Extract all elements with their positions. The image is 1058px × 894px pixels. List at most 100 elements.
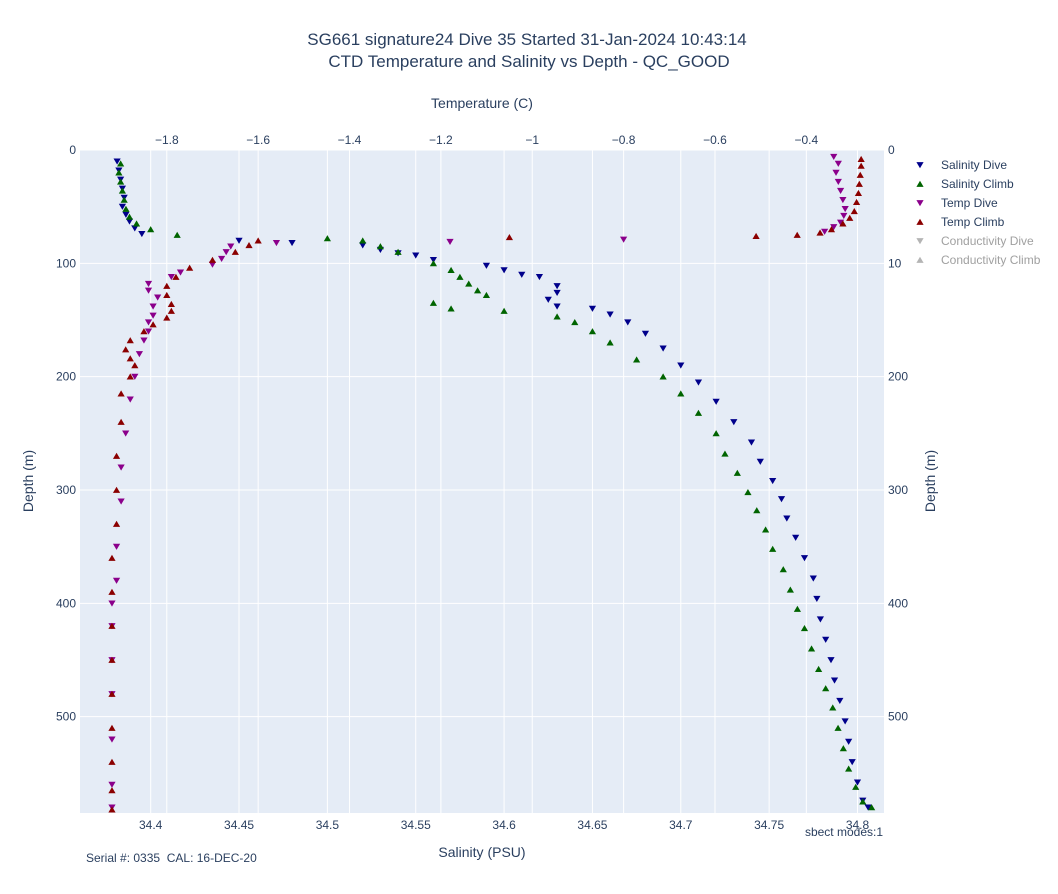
legend-marker[interactable] (916, 200, 924, 207)
data-point (117, 464, 125, 471)
data-point (500, 267, 508, 274)
data-point (117, 418, 125, 425)
data-point (147, 226, 155, 233)
data-point (830, 677, 839, 684)
legend-item-label[interactable]: Salinity Climb (941, 177, 1014, 191)
data-point (816, 229, 824, 236)
data-point (446, 238, 454, 246)
data-point (747, 439, 756, 446)
data-point (840, 212, 848, 219)
data-point (793, 605, 802, 612)
legend-marker[interactable] (916, 180, 924, 187)
data-point (800, 555, 809, 562)
data-point (827, 226, 836, 233)
data-point (834, 178, 842, 185)
data-point (172, 273, 180, 280)
data-point (154, 294, 162, 301)
data-point (836, 697, 844, 705)
data-point (744, 489, 752, 496)
data-point (857, 155, 865, 162)
legend-marker[interactable] (916, 238, 924, 245)
data-point (845, 765, 853, 772)
data-point (126, 396, 134, 403)
data-point (120, 196, 128, 203)
data-point (167, 274, 175, 281)
data-point (235, 237, 243, 244)
data-point (167, 300, 175, 308)
data-point (620, 236, 628, 243)
data-point (227, 243, 235, 250)
depth-tick-label-left: 400 (56, 596, 76, 610)
data-point (376, 243, 384, 250)
data-point (756, 458, 764, 465)
legend-item-label[interactable]: Conductivity Climb (941, 253, 1041, 267)
data-point (135, 351, 143, 358)
data-point (571, 319, 579, 326)
data-point (588, 305, 597, 312)
depth-tick-label-left: 0 (69, 143, 76, 157)
salinity-tick-label: 34.6 (492, 818, 516, 832)
data-point (777, 496, 786, 503)
data-point (834, 160, 842, 167)
y-axis-title-left: Depth (m) (20, 450, 36, 512)
data-point (850, 207, 858, 215)
data-point (807, 645, 816, 652)
legend-marker[interactable] (916, 218, 924, 225)
data-point (535, 274, 544, 281)
gridlines (80, 149, 884, 813)
data-point (208, 256, 217, 263)
data-point (606, 339, 614, 346)
legend-item-label[interactable]: Salinity Dive (941, 158, 1007, 172)
data-point (163, 282, 171, 289)
legend: Salinity Dive Salinity Climb Temp Dive Temp… (916, 158, 1041, 267)
legend-item-label[interactable]: Conductivity Dive (941, 234, 1034, 248)
tick-labels: 34.4 34.45 34.5 34.55 34.6 34.65 34.7 34.75 34.8… (56, 133, 908, 832)
salinity-tick-label: 34.45 (224, 818, 254, 832)
legend-item-label[interactable]: Temp Dive (941, 196, 998, 210)
data-point (864, 804, 872, 811)
series-salinity-dive (113, 158, 872, 811)
data-point (500, 307, 508, 314)
data-point (144, 319, 153, 326)
data-point (659, 373, 667, 380)
salinity-tick-label: 34.5 (316, 818, 340, 832)
data-point (505, 234, 514, 241)
y-axis-title-right: Depth (m) (922, 450, 938, 512)
data-point (792, 534, 800, 541)
salinity-tick-label: 34.65 (577, 818, 607, 832)
data-point (677, 362, 685, 369)
data-point (553, 283, 561, 290)
data-point (131, 362, 139, 369)
series-salinity-climb (115, 160, 876, 811)
data-point (779, 566, 787, 573)
data-point (839, 196, 847, 204)
data-point (173, 231, 181, 238)
data-point (108, 622, 116, 629)
data-point (783, 515, 791, 522)
data-point (832, 169, 840, 176)
data-point (108, 656, 116, 663)
serial-cal-annotation: Serial #: 0335 CAL: 16-DEC-20 (86, 851, 257, 865)
legend-marker[interactable] (916, 256, 924, 263)
depth-tick-label-left: 500 (56, 710, 76, 724)
data-point (126, 337, 134, 344)
data-point (482, 291, 491, 298)
plot-area (80, 150, 884, 813)
data-point (218, 255, 226, 263)
legend-marker[interactable] (916, 162, 924, 169)
data-point (845, 738, 853, 745)
salinity-tick-label: 34.8 (846, 818, 870, 832)
legend-item-label[interactable]: Temp Climb (941, 215, 1005, 229)
data-point (606, 311, 614, 318)
data-point (721, 450, 729, 457)
data-point (553, 289, 561, 297)
data-point (163, 291, 171, 298)
data-point (848, 759, 856, 766)
data-point (140, 337, 148, 344)
data-point (176, 269, 185, 276)
data-point (839, 745, 847, 752)
salinity-tick-label: 34.75 (754, 818, 784, 832)
data-point (809, 575, 817, 582)
data-point (112, 486, 121, 493)
depth-tick-label-right: 200 (888, 370, 908, 384)
